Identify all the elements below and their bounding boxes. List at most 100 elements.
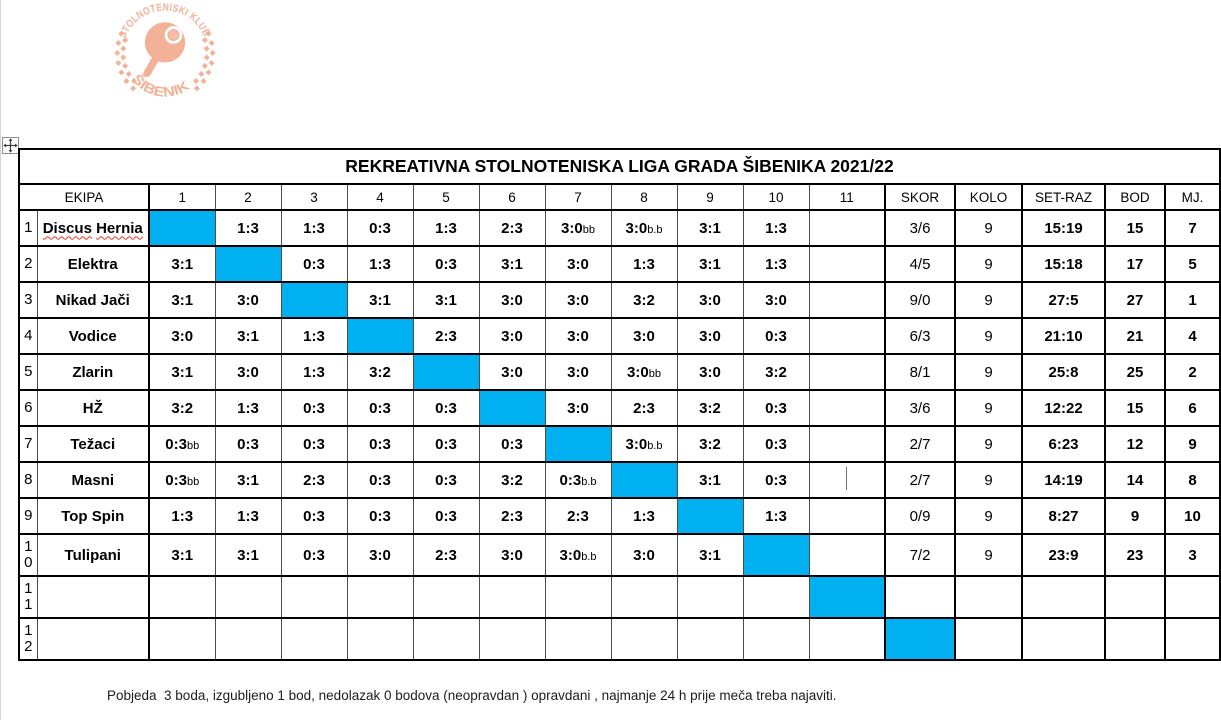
score-cell[interactable]: 1:3 [280, 317, 348, 355]
score-cell[interactable]: 3:0bb [610, 353, 678, 391]
team-name-cell[interactable]: Discus Hernia [36, 209, 150, 247]
score-cell[interactable] [742, 575, 810, 619]
bod-cell[interactable]: 23 [1104, 533, 1166, 577]
score-cell[interactable]: 2:3 [280, 461, 348, 499]
skor-cell[interactable]: 2/7 [884, 461, 956, 499]
skor-cell[interactable] [884, 575, 956, 619]
mj-cell[interactable]: 9 [1163, 425, 1221, 463]
score-cell[interactable]: 2:3 [412, 317, 480, 355]
score-cell[interactable]: 2:3 [544, 497, 612, 535]
score-cell[interactable]: 0:3 [346, 461, 414, 499]
score-cell[interactable]: 3:0 [676, 281, 744, 319]
row-number-cell[interactable]: 1 [18, 209, 38, 247]
score-cell[interactable]: 0:3 [280, 533, 348, 577]
score-cell[interactable]: 3:1 [148, 353, 216, 391]
row-number-cell[interactable]: 8 [18, 461, 38, 499]
score-cell[interactable]: 3:1 [214, 317, 282, 355]
score-cell[interactable]: 1:3 [412, 209, 480, 247]
bod-cell[interactable]: 17 [1104, 245, 1166, 283]
mj-cell[interactable]: 10 [1163, 497, 1221, 535]
score-cell[interactable]: 3:0 [544, 389, 612, 427]
score-cell[interactable] [478, 617, 546, 661]
mj-cell[interactable]: 1 [1163, 281, 1221, 319]
kolo-cell[interactable] [954, 575, 1023, 619]
score-cell[interactable] [214, 245, 282, 283]
score-cell[interactable]: 3:0 [478, 353, 546, 391]
set-raz-cell[interactable]: 14:19 [1021, 461, 1106, 499]
score-cell[interactable]: 3:0 [544, 353, 612, 391]
set-raz-cell[interactable]: 8:27 [1021, 497, 1106, 535]
score-cell[interactable]: 1:3 [610, 497, 678, 535]
mj-cell[interactable]: 4 [1163, 317, 1221, 355]
score-cell[interactable]: 1:3 [280, 209, 348, 247]
score-cell[interactable]: 1:3 [280, 353, 348, 391]
score-cell[interactable] [742, 617, 810, 661]
score-cell[interactable]: 3:0 [346, 533, 414, 577]
score-cell[interactable] [610, 617, 678, 661]
score-cell[interactable] [808, 209, 886, 247]
set-raz-cell[interactable]: 12:22 [1021, 389, 1106, 427]
score-cell[interactable]: 3:0 [478, 317, 546, 355]
score-cell[interactable]: 3:0 [544, 281, 612, 319]
mj-cell[interactable] [1163, 617, 1221, 661]
kolo-cell[interactable]: 9 [954, 497, 1023, 535]
skor-cell[interactable]: 6/3 [884, 317, 956, 355]
set-raz-cell[interactable]: 21:10 [1021, 317, 1106, 355]
team-name-cell[interactable]: Top Spin [36, 497, 150, 535]
score-cell[interactable] [808, 425, 886, 463]
score-cell[interactable] [676, 617, 744, 661]
score-cell[interactable]: 1:3 [214, 389, 282, 427]
score-cell[interactable]: 3:2 [148, 389, 216, 427]
score-cell[interactable] [808, 461, 886, 499]
score-cell[interactable]: 0:3bb [148, 461, 216, 499]
score-cell[interactable] [544, 617, 612, 661]
score-cell[interactable]: 0:3 [280, 389, 348, 427]
score-cell[interactable]: 2:3 [478, 497, 546, 535]
score-cell[interactable] [808, 389, 886, 427]
score-cell[interactable]: 0:3 [412, 497, 480, 535]
score-cell[interactable]: 0:3 [412, 245, 480, 283]
score-cell[interactable]: 1:3 [742, 209, 810, 247]
skor-cell[interactable]: 7/2 [884, 533, 956, 577]
score-cell[interactable]: 3:0b.b [610, 425, 678, 463]
score-cell[interactable] [478, 575, 546, 619]
score-cell[interactable]: 3:1 [676, 461, 744, 499]
score-cell[interactable] [148, 575, 216, 619]
score-cell[interactable] [808, 617, 886, 661]
score-cell[interactable]: 3:0 [478, 533, 546, 577]
row-number-cell[interactable]: 7 [18, 425, 38, 463]
skor-cell[interactable]: 3/6 [884, 209, 956, 247]
set-raz-cell[interactable]: 15:18 [1021, 245, 1106, 283]
score-cell[interactable]: 3:2 [346, 353, 414, 391]
score-cell[interactable] [676, 575, 744, 619]
mj-cell[interactable]: 5 [1163, 245, 1221, 283]
score-cell[interactable]: 3:2 [676, 425, 744, 463]
score-cell[interactable]: 3:0 [610, 317, 678, 355]
set-raz-cell[interactable] [1021, 575, 1106, 619]
score-cell[interactable]: 0:3 [214, 425, 282, 463]
score-cell[interactable]: 3:2 [478, 461, 546, 499]
team-name-cell[interactable]: Masni [36, 461, 150, 499]
score-cell[interactable]: 3:1 [478, 245, 546, 283]
bod-cell[interactable]: 15 [1104, 389, 1166, 427]
score-cell[interactable] [808, 317, 886, 355]
score-cell[interactable] [544, 575, 612, 619]
score-cell[interactable] [412, 575, 480, 619]
score-cell[interactable]: 3:0b.b [544, 533, 612, 577]
score-cell[interactable]: 3:2 [676, 389, 744, 427]
kolo-cell[interactable]: 9 [954, 245, 1023, 283]
score-cell[interactable]: 2:3 [610, 389, 678, 427]
score-cell[interactable]: 3:0 [742, 281, 810, 319]
row-number-cell[interactable]: 6 [18, 389, 38, 427]
mj-cell[interactable]: 8 [1163, 461, 1221, 499]
score-cell[interactable] [148, 209, 216, 247]
score-cell[interactable]: 3:0 [544, 317, 612, 355]
score-cell[interactable]: 3:1 [676, 209, 744, 247]
score-cell[interactable]: 1:3 [346, 245, 414, 283]
score-cell[interactable]: 0:3 [478, 425, 546, 463]
score-cell[interactable]: 0:3 [346, 497, 414, 535]
score-cell[interactable] [280, 281, 348, 319]
score-cell[interactable]: 1:3 [148, 497, 216, 535]
score-cell[interactable]: 0:3 [280, 497, 348, 535]
